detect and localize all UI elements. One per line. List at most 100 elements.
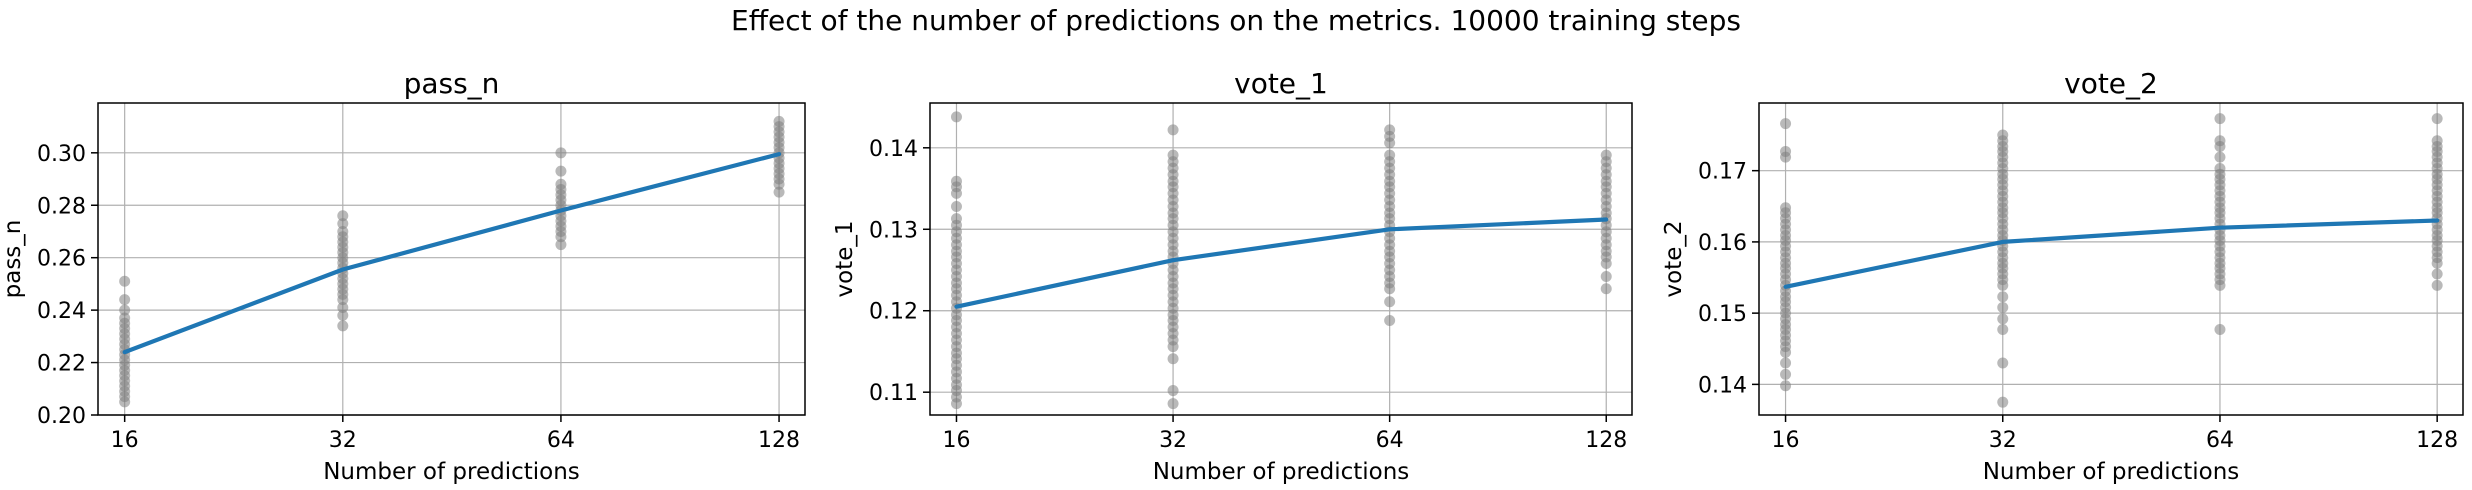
x-tick-label: 32 bbox=[1989, 428, 2017, 453]
y-tick-label: 0.30 bbox=[37, 142, 86, 167]
scatter-point bbox=[1780, 145, 1792, 157]
scatter-point bbox=[337, 225, 349, 237]
scatter-point bbox=[119, 304, 131, 316]
y-tick-label: 0.24 bbox=[37, 299, 86, 324]
scatter-point bbox=[1600, 271, 1612, 283]
chart-panels: 16 32 64 128 0.20 0.22 0.24 0.26 0.28 0.30 pass_n N… bbox=[0, 67, 2464, 485]
scatter-point bbox=[2214, 151, 2226, 163]
scatter-point bbox=[1780, 118, 1792, 130]
scatter-point bbox=[950, 111, 962, 123]
x-tick-label: 32 bbox=[329, 428, 357, 453]
y-tick-label: 0.28 bbox=[37, 194, 86, 219]
scatter-point bbox=[2431, 113, 2443, 125]
figure-suptitle: Effect of the number of predictions on t… bbox=[731, 4, 1741, 37]
scatter-point bbox=[2214, 113, 2226, 125]
chart-title: vote_1 bbox=[1234, 67, 1328, 100]
scatter-point bbox=[555, 239, 567, 251]
scatter-point bbox=[119, 312, 131, 324]
x-axis-label: Number of predictions bbox=[323, 459, 580, 485]
y-tick-label: 0.12 bbox=[869, 300, 918, 325]
scatter-point bbox=[2431, 268, 2443, 280]
scatter-point bbox=[1384, 296, 1396, 308]
scatter-point bbox=[1780, 202, 1792, 214]
scatter-point bbox=[1167, 149, 1179, 161]
x-tick-label: 64 bbox=[1376, 428, 1404, 453]
scatter-point bbox=[337, 218, 349, 230]
scatter-point bbox=[2214, 135, 2226, 147]
scatter-point bbox=[555, 165, 567, 177]
x-axis-label: Number of predictions bbox=[1983, 459, 2240, 485]
x-axis-label: Number of predictions bbox=[1153, 459, 1410, 485]
chart-panel-vote-1: 16 32 64 128 0.11 0.12 0.13 0.14 vote_1 Number of… bbox=[832, 67, 1633, 485]
axes-frame bbox=[97, 102, 806, 416]
chart-title: pass_n bbox=[404, 67, 500, 100]
x-tick-label: 64 bbox=[547, 428, 575, 453]
scatter-point bbox=[1384, 315, 1396, 327]
scatter-point bbox=[1780, 368, 1792, 380]
y-axis-label: vote_2 bbox=[1661, 221, 1687, 298]
scatter-point bbox=[2431, 135, 2443, 147]
scatter-point bbox=[950, 200, 962, 212]
scatter-point bbox=[773, 115, 785, 127]
scatter-point bbox=[1997, 313, 2009, 325]
x-tick-label: 128 bbox=[1585, 428, 1627, 453]
chart-panel-pass-n: 16 32 64 128 0.20 0.22 0.24 0.26 0.28 0.30 pass_n N… bbox=[0, 67, 806, 485]
y-axis-label: pass_n bbox=[0, 220, 26, 299]
scatter-point bbox=[1384, 124, 1396, 136]
scatter-point bbox=[1600, 149, 1612, 161]
scatter-point bbox=[555, 178, 567, 190]
scatter-point bbox=[2214, 324, 2226, 336]
scatter-point bbox=[337, 320, 349, 332]
y-tick-label: 0.16 bbox=[1698, 231, 1747, 256]
scatter-point bbox=[555, 147, 567, 159]
y-tick-label: 0.13 bbox=[869, 218, 918, 243]
scatter-point bbox=[337, 302, 349, 314]
scatter-point bbox=[1167, 385, 1179, 397]
x-tick-label: 32 bbox=[1159, 428, 1187, 453]
scatter-point bbox=[1997, 129, 2009, 141]
chart-title: vote_2 bbox=[2064, 67, 2158, 100]
scatter-point bbox=[950, 213, 962, 225]
scatter-point bbox=[950, 175, 962, 187]
x-tick-label: 128 bbox=[2416, 428, 2458, 453]
y-tick-label: 0.20 bbox=[37, 404, 86, 429]
series-line bbox=[954, 217, 1609, 309]
scatter-point bbox=[1167, 398, 1179, 410]
y-tick-label: 0.14 bbox=[1698, 373, 1747, 398]
scatter-point bbox=[1997, 291, 2009, 303]
scatter-point bbox=[1167, 124, 1179, 136]
axes-frame bbox=[929, 102, 1633, 416]
series-line bbox=[1783, 218, 2440, 289]
scatter-point bbox=[1997, 324, 2009, 336]
scatter-point bbox=[1600, 283, 1612, 295]
scatter-point bbox=[337, 210, 349, 222]
y-tick-label: 0.17 bbox=[1698, 160, 1747, 185]
series-line bbox=[122, 152, 782, 355]
scatter-point bbox=[119, 275, 131, 287]
y-tick-label: 0.11 bbox=[869, 381, 918, 406]
scatter-point bbox=[119, 294, 131, 306]
scatter-point bbox=[1997, 396, 2009, 408]
y-tick-label: 0.26 bbox=[37, 247, 86, 272]
x-tick-label: 16 bbox=[111, 428, 139, 453]
x-tick-label: 16 bbox=[942, 428, 970, 453]
scatter-point bbox=[1384, 149, 1396, 161]
y-tick-label: 0.15 bbox=[1698, 302, 1747, 327]
scatter-point bbox=[773, 186, 785, 198]
scatter-point bbox=[1997, 357, 2009, 369]
y-tick-label: 0.22 bbox=[37, 352, 86, 377]
scatter-point bbox=[2431, 279, 2443, 291]
scatter-point bbox=[2214, 163, 2226, 175]
scatter-point bbox=[337, 309, 349, 321]
x-tick-label: 128 bbox=[758, 428, 800, 453]
y-tick-label: 0.14 bbox=[869, 137, 918, 162]
axes-frame bbox=[1758, 102, 2464, 416]
chart-panel-vote-2: 16 32 64 128 0.14 0.15 0.16 0.17 vote_2 Number of… bbox=[1661, 67, 2464, 485]
scatter-point bbox=[1780, 357, 1792, 369]
y-axis-label: vote_1 bbox=[832, 221, 858, 298]
scatter-point bbox=[1780, 380, 1792, 392]
scatter-point bbox=[1167, 353, 1179, 365]
x-tick-label: 16 bbox=[1772, 428, 1800, 453]
